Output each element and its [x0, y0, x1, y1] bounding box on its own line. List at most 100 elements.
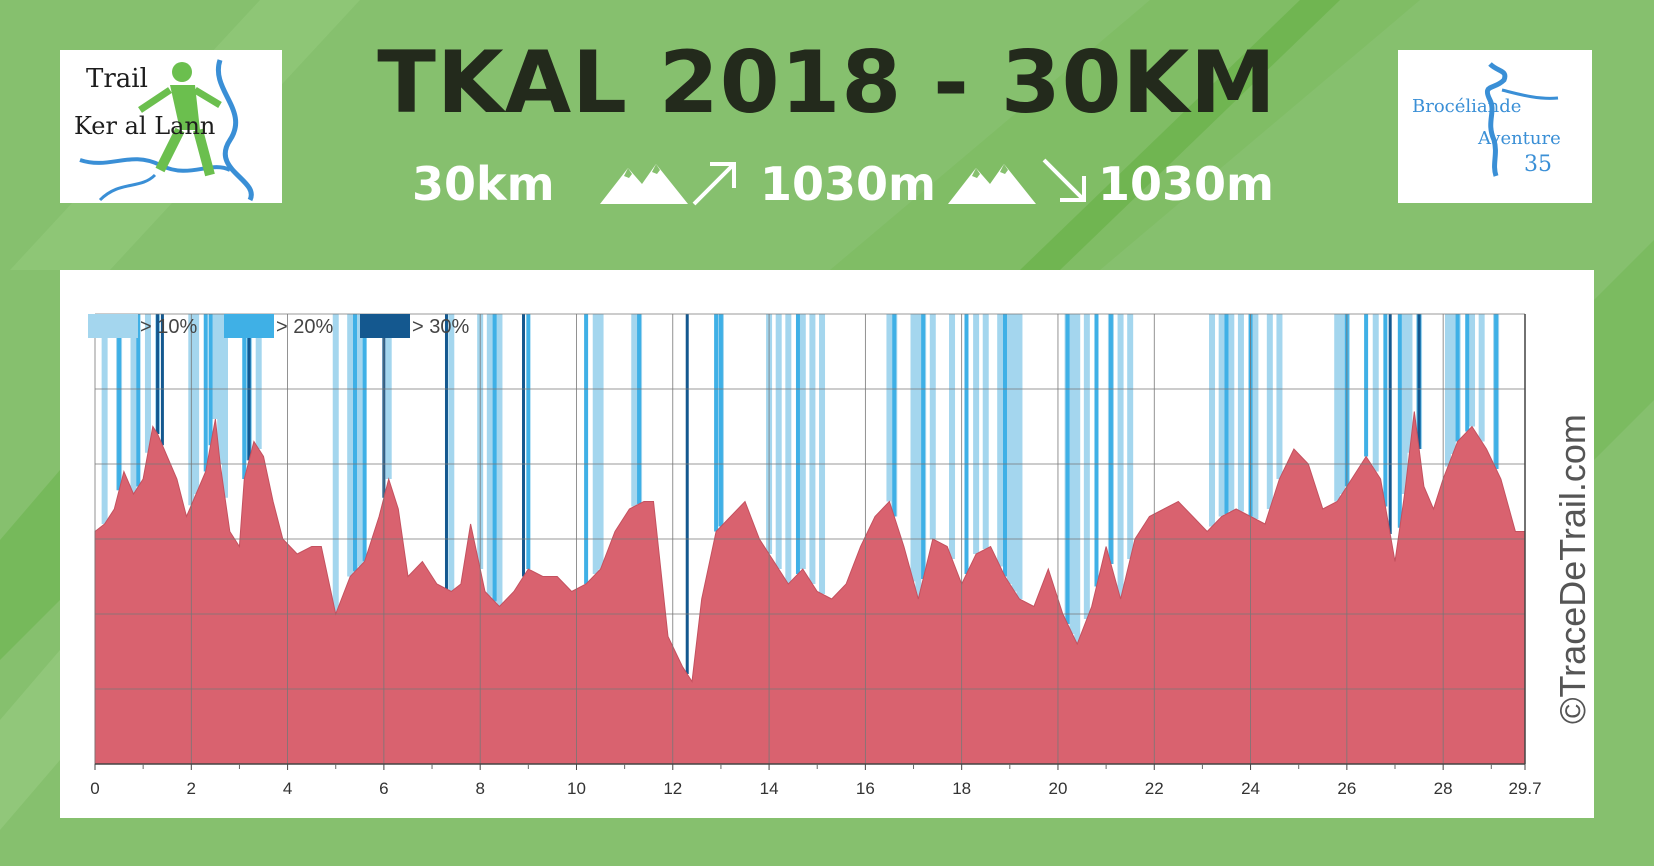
slope-band-10 — [193, 314, 200, 494]
descent-value: 1030m — [1098, 157, 1274, 211]
slope-band-10 — [915, 314, 922, 599]
legend-label: > 20% — [276, 316, 333, 338]
ascent-value: 1030m — [760, 157, 936, 211]
arrow-down-right-icon — [1042, 158, 1086, 202]
slope-band-10 — [1401, 314, 1408, 494]
slope-band-10 — [1276, 314, 1283, 479]
slope-band-20 — [136, 314, 141, 487]
slope-band-10 — [1339, 314, 1346, 494]
slope-band-10 — [1117, 314, 1124, 599]
slope-band-10 — [1074, 314, 1081, 644]
elevation-area — [94, 411, 1526, 765]
slope-band-20 — [718, 314, 723, 527]
x-tick-label: 2 — [187, 779, 196, 798]
x-tick-label: 18 — [952, 779, 971, 798]
x-tick-label: 6 — [379, 779, 388, 798]
slope-band-20 — [1224, 314, 1229, 514]
slope-band-10 — [1252, 314, 1259, 519]
slope-band-10 — [1127, 314, 1134, 559]
slope-band-10 — [1469, 314, 1476, 427]
slope-band-20 — [964, 314, 969, 574]
x-tick-label: 14 — [760, 779, 779, 798]
x-tick-label: 24 — [1241, 779, 1260, 798]
slope-band-10 — [1011, 314, 1018, 592]
slope-band-20 — [921, 314, 926, 579]
mountain-icon — [600, 164, 688, 204]
x-tick-label: 10 — [567, 779, 586, 798]
slope-band-10 — [496, 314, 503, 607]
x-tick-label: 28 — [1434, 779, 1453, 798]
slope-band-10 — [631, 314, 638, 507]
slope-band-10 — [1228, 314, 1235, 512]
slope-band-20 — [892, 314, 897, 517]
slope-band-20 — [353, 314, 357, 572]
slope-band-20 — [795, 314, 800, 574]
x-tick-label: 26 — [1337, 779, 1356, 798]
slope-band-20 — [1003, 314, 1007, 577]
slope-band-20 — [584, 314, 589, 584]
legend-label: > 30% — [412, 316, 469, 338]
slope-band-20 — [362, 314, 367, 562]
slope-band-10 — [809, 314, 816, 584]
slope-band-10 — [819, 314, 826, 594]
slope-band-10 — [1016, 314, 1023, 599]
slope-band-10 — [130, 314, 137, 494]
x-tick-label: 29.7 — [1508, 779, 1541, 798]
slope-band-20 — [492, 314, 497, 602]
slope-band-10 — [1006, 314, 1013, 584]
slope-band-10 — [212, 314, 219, 419]
slope-band-20 — [1364, 314, 1369, 457]
slope-band-10 — [799, 314, 806, 569]
elevation-chart-card: 0 2 4 6 8 10 12 14 16 18 20 22 24 26 28 29.7 > 10% > 20% >… — [60, 270, 1594, 818]
slope-band-10 — [255, 314, 262, 449]
slope-band-10 — [1237, 314, 1244, 512]
slope-band-20 — [117, 314, 122, 491]
elevation-chart: 0 2 4 6 8 10 12 14 16 18 20 22 24 26 28 29.7> 10% > 20% >… — [88, 313, 1542, 798]
slope-band-10 — [982, 314, 989, 549]
left-logo-line-2: Ker al Lann — [74, 112, 216, 140]
slope-band-10 — [1478, 314, 1485, 442]
slope-band-10 — [222, 314, 228, 498]
slope-band-10 — [385, 314, 392, 479]
slope-band-10 — [592, 314, 599, 574]
slope-band-20 — [208, 314, 213, 446]
slope-band-10 — [1444, 314, 1451, 467]
slope-band-10 — [1266, 314, 1273, 509]
x-tick-label: 22 — [1145, 779, 1164, 798]
right-logo-line-1: Brocéliande — [1412, 96, 1522, 117]
slope-band-30 — [247, 314, 251, 461]
slope-band-10 — [144, 314, 151, 453]
slope-band-10 — [775, 314, 782, 569]
slope-band-20 — [203, 314, 208, 472]
slope-band-10 — [785, 314, 792, 584]
slope-band-20 — [1397, 314, 1402, 528]
slope-band-10 — [1334, 314, 1341, 502]
slope-band-10 — [1069, 314, 1076, 634]
slope-band-20 — [1455, 314, 1460, 442]
slope-band-20 — [1108, 314, 1113, 564]
slope-band-20 — [1494, 314, 1499, 469]
slope-band-30 — [156, 314, 160, 434]
slope-band-20 — [1465, 314, 1470, 432]
slope-band-10 — [886, 314, 893, 502]
slope-band-20 — [1065, 314, 1070, 624]
left-logo-line-1: Trail — [86, 64, 148, 94]
page-title: TKAL 2018 - 30KM — [377, 33, 1277, 133]
slope-band-10 — [356, 314, 363, 567]
slope-band-20 — [526, 314, 531, 569]
slope-band-10 — [1218, 314, 1225, 517]
slope-band-10 — [973, 314, 980, 554]
slope-band-10 — [1083, 314, 1090, 619]
slope-band-10 — [910, 314, 917, 582]
slope-band-30 — [522, 314, 526, 577]
legend-swatch — [88, 314, 138, 338]
slope-band-10 — [997, 314, 1004, 567]
slope-band-10 — [448, 314, 455, 592]
x-tick-label: 12 — [663, 779, 682, 798]
river-logo-graphic — [79, 59, 254, 202]
trail-ker-al-lann-logo: Trail Ker al Lann — [60, 50, 282, 203]
legend-label: > 10% — [140, 316, 197, 338]
legend-swatch — [360, 314, 410, 338]
slope-band-10 — [1372, 314, 1379, 472]
slope-band-20 — [714, 314, 719, 532]
